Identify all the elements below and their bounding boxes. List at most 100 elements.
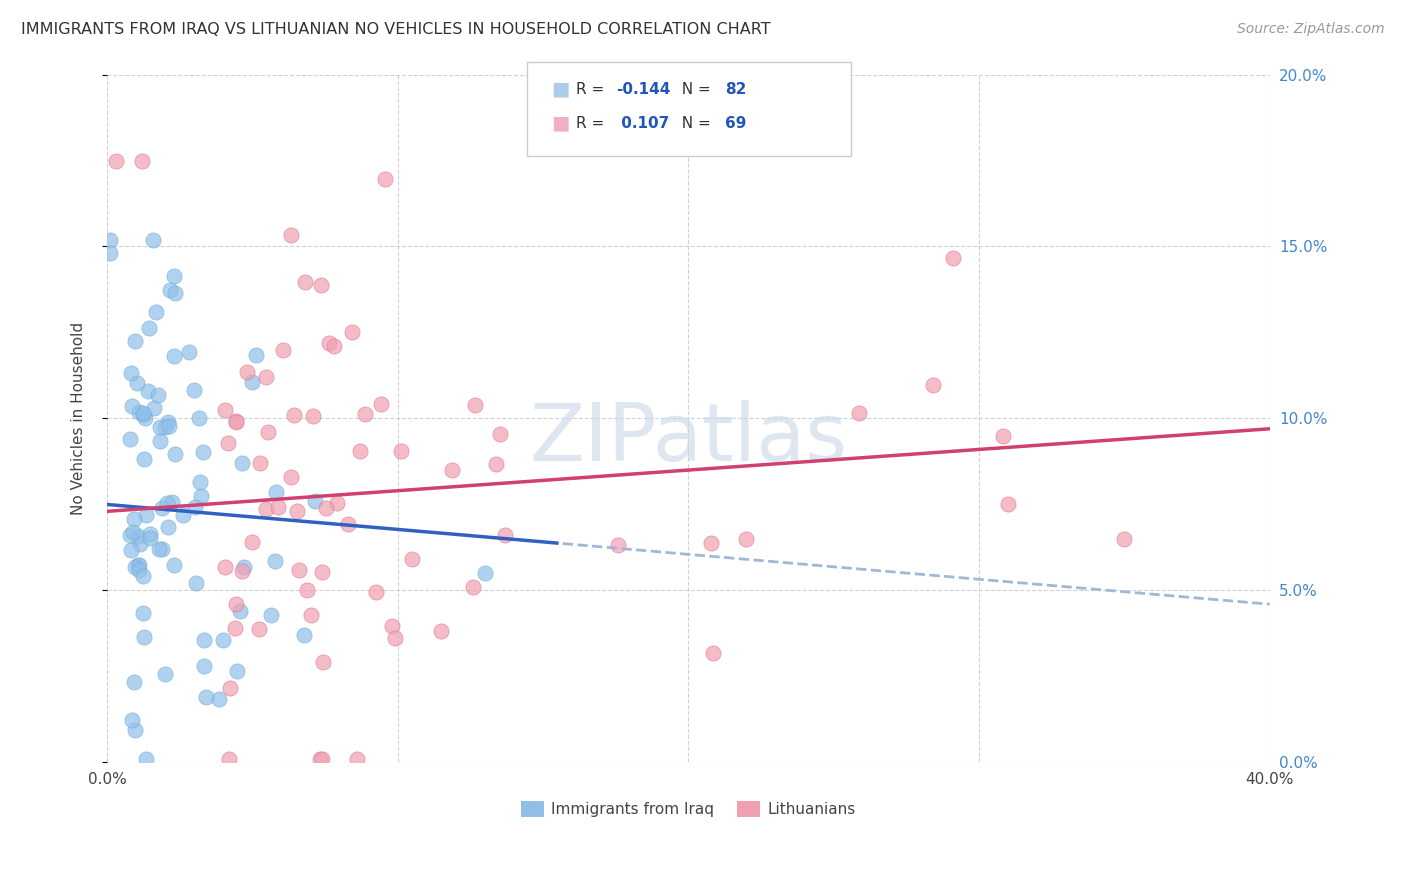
Point	[128, 562, 150, 576]
Point	[489, 427, 512, 442]
Point	[256, 425, 278, 440]
Point	[153, 667, 176, 681]
Point	[245, 347, 267, 361]
Point	[188, 475, 211, 489]
Point	[142, 401, 165, 416]
Point	[997, 498, 1019, 512]
Point	[121, 713, 143, 727]
Point	[134, 411, 156, 425]
Point	[193, 658, 215, 673]
Point	[138, 321, 160, 335]
Point	[157, 520, 180, 534]
Point	[148, 434, 170, 449]
Point	[149, 420, 172, 434]
Point	[342, 325, 364, 339]
Point	[104, 153, 127, 168]
Point	[224, 621, 246, 635]
Text: 69: 69	[725, 116, 747, 130]
Point	[163, 285, 186, 300]
Point	[280, 227, 302, 242]
Point	[921, 378, 943, 392]
Point	[429, 624, 451, 639]
Point	[183, 500, 205, 514]
Point	[247, 622, 270, 636]
Point	[131, 153, 153, 168]
Point	[121, 524, 143, 539]
Point	[214, 403, 236, 417]
Point	[135, 508, 157, 523]
Point	[254, 370, 277, 384]
Point	[156, 496, 179, 510]
Point	[214, 559, 236, 574]
Point	[607, 538, 630, 552]
Point	[295, 583, 318, 598]
Point	[702, 647, 724, 661]
Point	[225, 597, 247, 611]
Point	[124, 723, 146, 737]
Point	[264, 554, 287, 568]
Point	[157, 419, 180, 434]
Point	[163, 268, 186, 283]
Point	[464, 398, 486, 412]
Point	[240, 535, 263, 549]
Point	[225, 414, 247, 428]
Point	[993, 428, 1015, 442]
Y-axis label: No Vehicles in Household: No Vehicles in Household	[72, 322, 86, 515]
Point	[260, 607, 283, 622]
Point	[285, 504, 308, 518]
Point	[127, 376, 149, 391]
Point	[312, 656, 335, 670]
Point	[1114, 532, 1136, 546]
Point	[120, 432, 142, 446]
Text: 82: 82	[725, 82, 747, 96]
Point	[132, 451, 155, 466]
Point	[311, 277, 333, 292]
Point	[389, 444, 412, 458]
Point	[336, 517, 359, 532]
Point	[242, 375, 264, 389]
Point	[160, 495, 183, 509]
Point	[304, 494, 326, 508]
Point	[156, 415, 179, 429]
Text: 0.107: 0.107	[616, 116, 669, 130]
Point	[131, 569, 153, 583]
Point	[231, 565, 253, 579]
Point	[266, 485, 288, 500]
Point	[132, 606, 155, 620]
Point	[135, 752, 157, 766]
Point	[150, 500, 173, 515]
Text: R =: R =	[576, 116, 610, 130]
Point	[148, 541, 170, 556]
Point	[713, 134, 735, 148]
Point	[494, 528, 516, 542]
Point	[848, 406, 870, 420]
Point	[120, 528, 142, 542]
Point	[374, 172, 396, 186]
Text: ■: ■	[551, 79, 569, 99]
Point	[98, 246, 121, 260]
Text: -0.144: -0.144	[616, 82, 671, 96]
Point	[163, 447, 186, 461]
Legend: Immigrants from Iraq, Lithuanians: Immigrants from Iraq, Lithuanians	[515, 796, 862, 823]
Point	[172, 508, 194, 523]
Point	[292, 628, 315, 642]
Point	[294, 275, 316, 289]
Point	[311, 752, 333, 766]
Text: N =: N =	[672, 116, 716, 130]
Point	[132, 408, 155, 422]
Point	[162, 558, 184, 573]
Point	[283, 408, 305, 422]
Point	[231, 456, 253, 470]
Point	[128, 405, 150, 419]
Point	[153, 420, 176, 434]
Point	[236, 365, 259, 379]
Point	[299, 608, 322, 623]
Point	[177, 345, 200, 359]
Point	[190, 489, 212, 503]
Point	[311, 566, 333, 580]
Point	[349, 444, 371, 458]
Point	[288, 563, 311, 577]
Text: N =: N =	[672, 82, 716, 96]
Point	[441, 463, 464, 477]
Point	[370, 396, 392, 410]
